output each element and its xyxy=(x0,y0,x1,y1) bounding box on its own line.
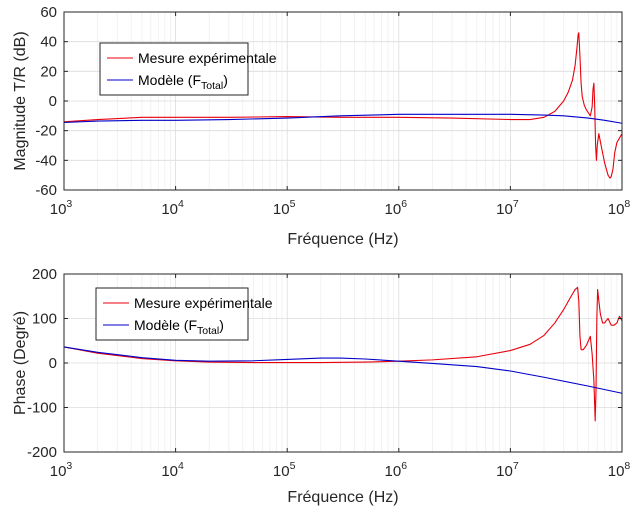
phase-x-tick-label: 103 xyxy=(50,460,73,480)
phase-x-tick-label: 105 xyxy=(273,460,296,480)
phase-series-mesure xyxy=(63,286,623,422)
magnitude-y-tick-label: 60 xyxy=(40,4,57,21)
phase-legend-entry: Modèle (FTotal) xyxy=(134,317,224,337)
magnitude-y-axis-label: Magnitude T/R (dB) xyxy=(12,31,29,170)
phase-y-tick-label: 200 xyxy=(32,266,57,283)
phase-legend-entry: Mesure expérimentale xyxy=(134,295,273,311)
phase-chart: 103 104 105 106 107 108 -200 -100 0 100 200 Fréquen… xyxy=(12,266,630,506)
phase-series-modele xyxy=(63,346,623,394)
magnitude-x-tick-label: 108 xyxy=(608,198,631,218)
phase-x-tick-label: 108 xyxy=(608,460,631,480)
magnitude-y-tick-label: 20 xyxy=(40,63,57,80)
phase-legend-box xyxy=(95,287,249,341)
magnitude-y-tick-label: -40 xyxy=(35,152,57,169)
phase-y-tick-label: -100 xyxy=(27,400,57,417)
magnitude-x-tick-label: 107 xyxy=(496,198,519,218)
magnitude-legend: Mesure expérimentale Modèle (FTotal) xyxy=(99,42,277,96)
magnitude-y-tick-label: -20 xyxy=(35,123,57,140)
magnitude-x-tick-label: 103 xyxy=(50,198,73,218)
magnitude-x-tick-label: 106 xyxy=(385,198,408,218)
magnitude-series-mesure xyxy=(63,32,623,179)
phase-y-tick-label: 0 xyxy=(49,355,57,372)
magnitude-legend-entry: Modèle (FTotal) xyxy=(138,72,228,92)
phase-x-tick-label: 104 xyxy=(161,460,184,480)
phase-y-tick-label: 100 xyxy=(32,311,57,328)
magnitude-y-tick-label: -60 xyxy=(35,182,57,199)
magnitude-x-tick-label: 105 xyxy=(273,198,296,218)
phase-x-tick-label: 106 xyxy=(385,460,408,480)
magnitude-y-tick-label: 40 xyxy=(40,34,57,51)
phase-x-axis-label: Fréquence (Hz) xyxy=(287,489,398,506)
magnitude-chart: 103 104 105 106 107 108 -60 -40 -20 0 20 40 60 Fréque… xyxy=(12,4,630,248)
magnitude-legend-box xyxy=(99,42,249,96)
phase-legend: Mesure expérimentale Modèle (FTotal) xyxy=(95,287,273,341)
magnitude-grid xyxy=(63,11,623,191)
magnitude-series-modele xyxy=(63,113,623,124)
magnitude-y-tick-label: 0 xyxy=(49,93,57,110)
magnitude-x-axis-label: Fréquence (Hz) xyxy=(287,231,398,248)
phase-x-tick-label: 107 xyxy=(496,460,519,480)
phase-y-tick-label: -200 xyxy=(27,444,57,461)
magnitude-x-tick-label: 104 xyxy=(161,198,184,218)
phase-y-axis-label: Phase (Degré) xyxy=(12,311,29,415)
magnitude-legend-entry: Mesure expérimentale xyxy=(138,50,277,66)
